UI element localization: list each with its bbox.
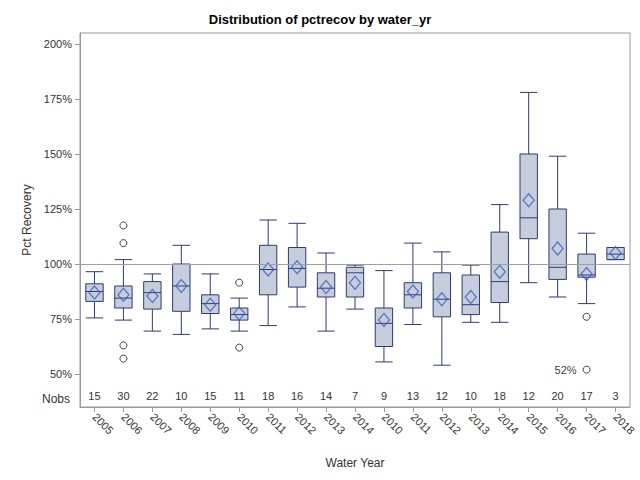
svg-text:2013: 2013: [322, 411, 348, 437]
svg-text:75%: 75%: [50, 313, 72, 325]
svg-text:10: 10: [465, 390, 477, 402]
svg-text:17: 17: [580, 390, 592, 402]
svg-text:2018: 2018: [611, 411, 637, 437]
svg-text:20: 20: [552, 390, 564, 402]
svg-text:13: 13: [407, 390, 419, 402]
svg-text:2012: 2012: [438, 411, 464, 437]
svg-text:12: 12: [523, 390, 535, 402]
svg-text:2013: 2013: [467, 411, 493, 437]
svg-text:2005: 2005: [90, 411, 116, 437]
svg-text:2009: 2009: [206, 411, 232, 437]
svg-text:2016: 2016: [553, 411, 579, 437]
svg-text:50%: 50%: [50, 368, 72, 380]
svg-text:100%: 100%: [44, 258, 72, 270]
svg-text:2006: 2006: [119, 411, 145, 437]
svg-text:30: 30: [117, 390, 129, 402]
svg-text:2017: 2017: [582, 411, 608, 437]
svg-text:9: 9: [381, 390, 387, 402]
svg-text:200%: 200%: [44, 38, 72, 50]
svg-text:11: 11: [233, 390, 244, 402]
svg-text:Water Year: Water Year: [326, 456, 385, 470]
svg-text:3: 3: [612, 390, 618, 402]
svg-text:Pct Recovery: Pct Recovery: [20, 184, 34, 255]
svg-text:150%: 150%: [44, 148, 72, 160]
svg-text:2010: 2010: [380, 411, 406, 437]
svg-text:7: 7: [352, 390, 358, 402]
svg-text:Nobs: Nobs: [42, 392, 70, 406]
svg-text:52%: 52%: [555, 364, 577, 376]
svg-text:18: 18: [494, 390, 506, 402]
svg-text:2015: 2015: [524, 411, 550, 437]
svg-text:2014: 2014: [351, 411, 377, 437]
svg-text:Distribution of pctrecov by wa: Distribution of pctrecov by water_yr: [209, 12, 432, 27]
svg-text:2011: 2011: [409, 411, 434, 436]
svg-text:125%: 125%: [44, 203, 72, 215]
svg-text:2010: 2010: [235, 411, 261, 437]
svg-text:18: 18: [262, 390, 274, 402]
svg-text:2007: 2007: [148, 411, 174, 437]
svg-text:2008: 2008: [177, 411, 203, 437]
svg-text:15: 15: [204, 390, 216, 402]
svg-text:16: 16: [291, 390, 303, 402]
svg-text:15: 15: [88, 390, 100, 402]
svg-text:2014: 2014: [495, 411, 521, 437]
svg-text:2011: 2011: [264, 411, 289, 436]
svg-text:10: 10: [175, 390, 187, 402]
svg-text:12: 12: [436, 390, 448, 402]
svg-text:2012: 2012: [293, 411, 319, 437]
svg-text:14: 14: [320, 390, 332, 402]
svg-text:22: 22: [146, 390, 158, 402]
svg-text:175%: 175%: [44, 93, 72, 105]
